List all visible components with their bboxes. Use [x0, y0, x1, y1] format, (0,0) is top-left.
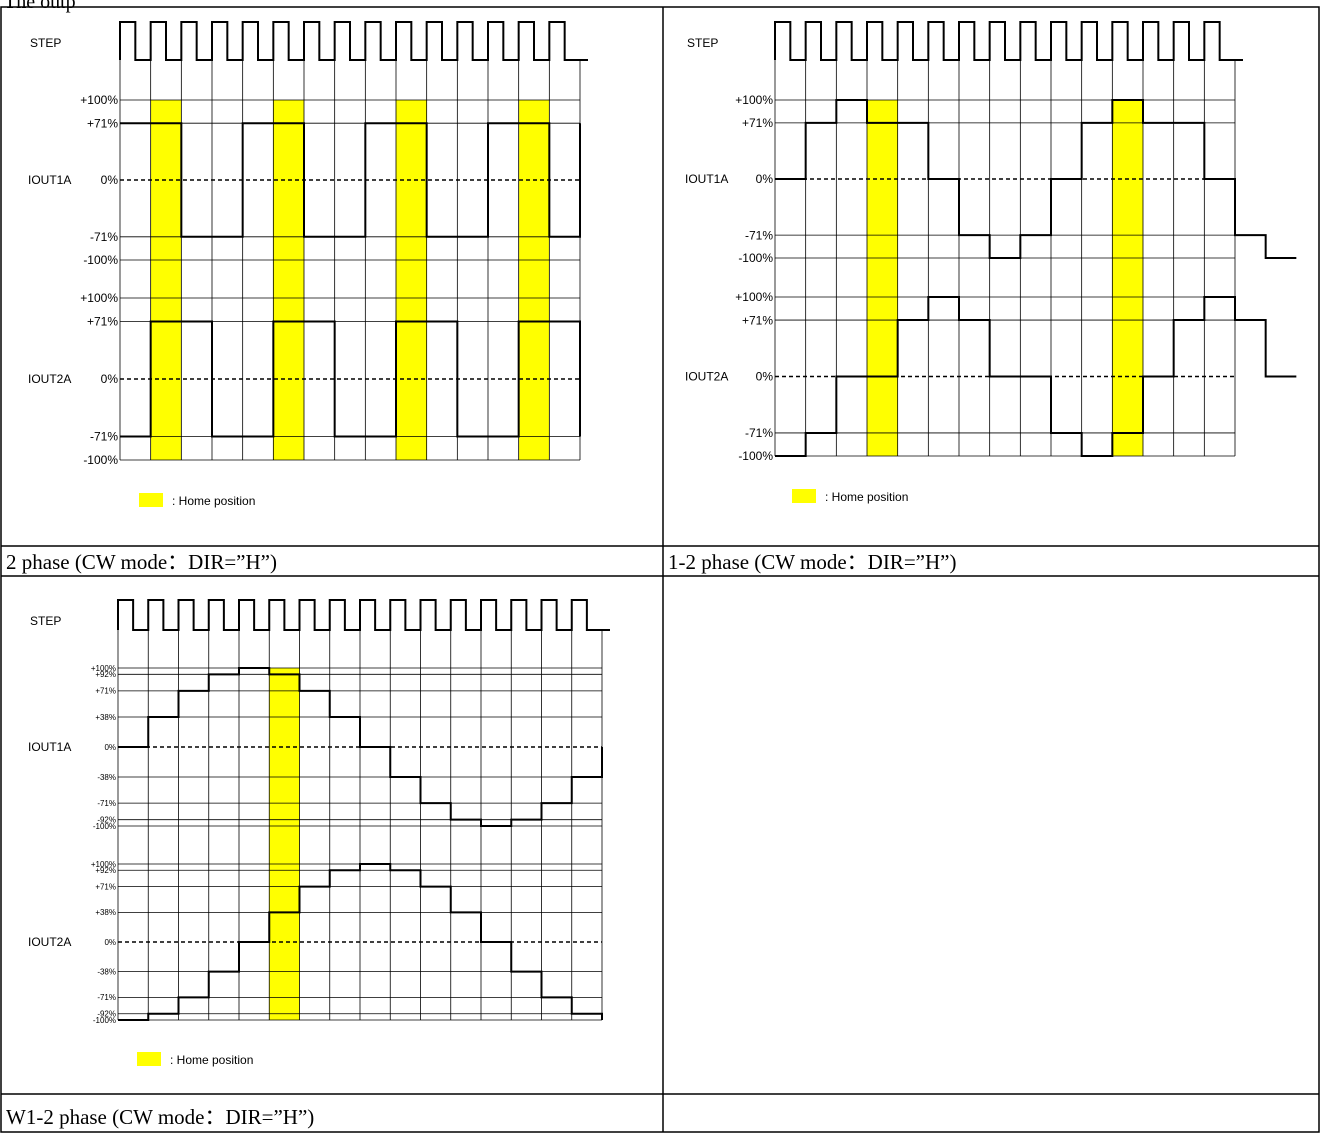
- current-waveform: [118, 667, 603, 827]
- tick-label: +100%: [80, 93, 118, 107]
- home-position-column: [273, 100, 304, 460]
- tick-label: +38%: [95, 908, 116, 917]
- panel-p1: STEP +100% +71% 0% -71% -100% IOUT1A +100% +71% 0…: [28, 21, 588, 508]
- legend-label: : Home position: [825, 490, 908, 504]
- legend-label: : Home position: [172, 494, 255, 508]
- tick-label: +71%: [95, 882, 116, 891]
- panel-p3: STEP+100%+92%+71%+38%0%-38%-71%-92%-100%…: [28, 599, 610, 1067]
- step-label: STEP: [687, 36, 718, 50]
- channel-iout1a: +100% +71% 0% -71% -100% IOUT1A: [685, 93, 1297, 265]
- channel-label: IOUT2A: [28, 372, 71, 386]
- channel-iout2a: +100%+92% +71% +38% 0% -38% -71% -92%-100% IOUT…: [28, 860, 603, 1025]
- tick-label: 0%: [104, 938, 116, 947]
- tick-label: 0%: [104, 743, 116, 752]
- caption-2-phase: 2 phase (CW mode：DIR=”H”): [6, 550, 277, 574]
- current-waveform: [775, 99, 1297, 259]
- channel-label: IOUT2A: [685, 370, 728, 384]
- current-waveform: [118, 863, 603, 1021]
- channel-iout1a: +100% +71% 0% -71% -100% IOUT1A: [28, 93, 581, 267]
- tick-label: -92%: [97, 815, 116, 824]
- channel-iout2a: +100% +71% 0% -71% -100% IOUT2A: [685, 290, 1297, 463]
- tick-label: +92%: [95, 670, 116, 679]
- tick-label: 0%: [756, 172, 774, 186]
- legend-label: : Home position: [170, 1053, 253, 1067]
- legend-swatch: [139, 493, 163, 507]
- channel-label: IOUT1A: [28, 173, 71, 187]
- current-waveform: [120, 320, 581, 438]
- tick-label: -71%: [97, 799, 116, 808]
- home-position-column: [150, 100, 182, 460]
- caption-1-2-phase: 1-2 phase (CW mode：DIR=”H”): [668, 550, 956, 574]
- current-waveform: [775, 296, 1297, 457]
- channel-label: IOUT1A: [685, 172, 728, 186]
- tick-label: -71%: [90, 430, 118, 444]
- step-label: STEP: [30, 36, 61, 50]
- tick-label: +71%: [742, 116, 773, 130]
- panel-p2: STEP +100% +71% 0% -71% -100% IOUT1A +100% +71% 0…: [685, 21, 1297, 504]
- step-pulse-train: [774, 21, 1243, 61]
- tick-label: +71%: [87, 116, 118, 130]
- step-label: STEP: [30, 614, 61, 628]
- tick-label: +71%: [95, 687, 116, 696]
- layout-table: [0, 6, 1320, 1133]
- tick-label: -71%: [745, 426, 773, 440]
- step-pulse-train: [119, 21, 588, 61]
- channel-iout1a: +100%+92% +71% +38% 0% -38% -71% -92%-100% IOUT…: [28, 664, 603, 831]
- tick-label: -100%: [93, 822, 116, 831]
- channel-iout2a: +100% +71% 0% -71% -100% IOUT2A: [28, 291, 581, 467]
- tick-label: -100%: [83, 253, 118, 267]
- tick-label: +100%: [91, 860, 116, 869]
- tick-label: -71%: [90, 230, 118, 244]
- channel-label: IOUT1A: [28, 740, 71, 754]
- tick-label: -100%: [83, 453, 118, 467]
- tick-label: +100%: [80, 291, 118, 305]
- home-position-column: [1112, 100, 1143, 456]
- tick-label: +92%: [95, 866, 116, 875]
- current-waveform: [120, 122, 581, 238]
- tick-label: +100%: [735, 290, 773, 304]
- legend-swatch: [137, 1052, 161, 1066]
- tick-label: +100%: [91, 664, 116, 673]
- home-position-column: [269, 668, 300, 1020]
- tick-label: 0%: [101, 173, 119, 187]
- tick-label: +71%: [742, 313, 773, 327]
- tick-label: +71%: [87, 315, 118, 329]
- tick-label: -92%: [97, 1010, 116, 1019]
- step-pulse-train: [117, 599, 610, 631]
- home-position-column: [396, 100, 427, 460]
- tick-label: -71%: [745, 228, 773, 242]
- home-position-column: [867, 100, 898, 456]
- tick-label: -38%: [97, 773, 116, 782]
- tick-label: +100%: [735, 93, 773, 107]
- caption-w1-2-phase: W1-2 phase (CW mode：DIR=”H”): [6, 1105, 314, 1129]
- home-position-column: [518, 100, 550, 460]
- tick-label: +38%: [95, 713, 116, 722]
- tick-label: -100%: [93, 1016, 116, 1025]
- tick-label: -100%: [738, 449, 773, 463]
- tick-label: -38%: [97, 967, 116, 976]
- tick-label: -71%: [97, 993, 116, 1002]
- legend-swatch: [792, 489, 816, 503]
- tick-label: -100%: [738, 251, 773, 265]
- tick-label: 0%: [101, 372, 119, 386]
- tick-label: 0%: [756, 370, 774, 384]
- channel-label: IOUT2A: [28, 935, 71, 949]
